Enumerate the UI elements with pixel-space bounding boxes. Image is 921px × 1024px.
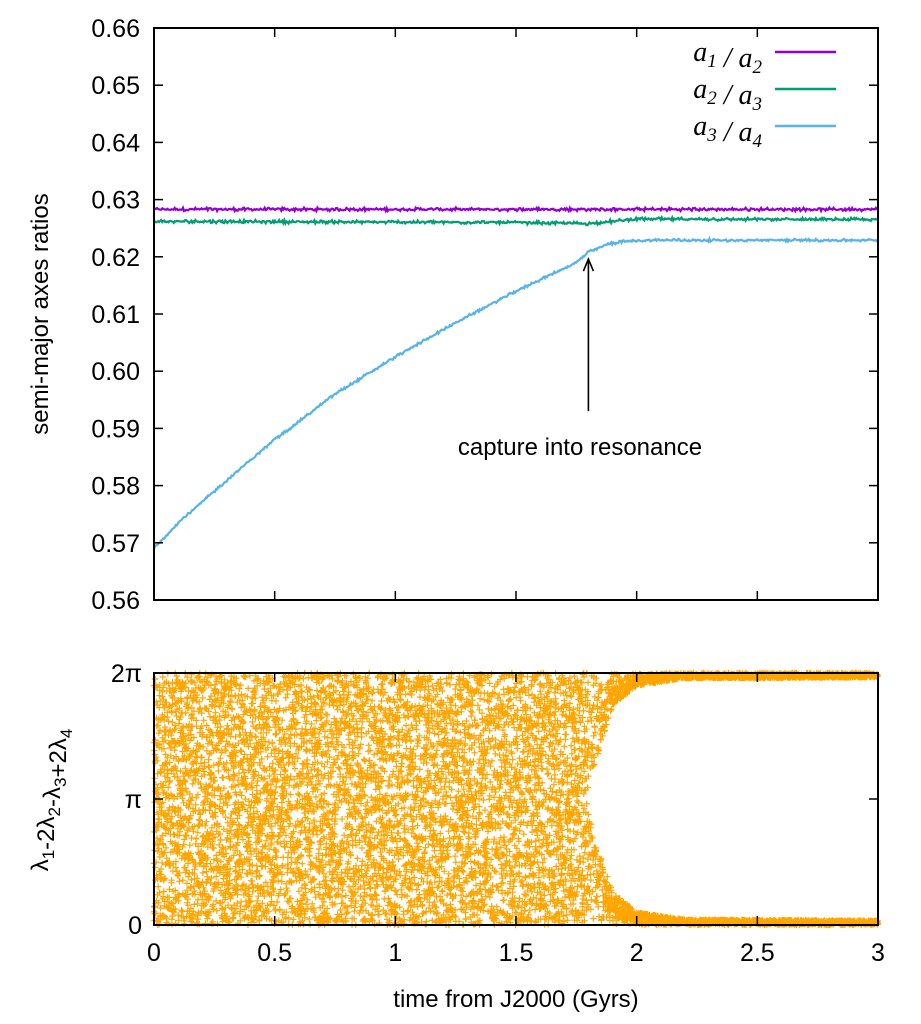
bottom-x-tick-label: 3 [871,939,885,967]
bottom-y-axis-label: λ1-2λ2-λ3+2λ4 [27,729,76,872]
top-plot-frame [153,27,879,601]
resonance-angle-points [150,669,882,929]
bottom-y-tick-label: 2π [111,660,142,688]
series-line-2 [153,214,879,227]
bottom-y-tick-label: 0 [128,912,142,940]
x-axis-label: time from J2000 (Gyrs) [393,986,638,1013]
top-y-tick-label: 0.62 [91,244,140,272]
annotation-arrow-head [582,257,595,272]
top-y-tick-label: 0.58 [91,473,140,501]
top-y-tick-label: 0.57 [91,530,140,558]
top-y-tick-label: 0.59 [91,415,140,443]
bottom-x-tick-label: 0.5 [257,939,292,967]
bottom-y-ticks: 0 π 2π [111,660,878,940]
top-y-axis-label: semi-major axes ratios [27,193,54,434]
legend-label-3: a3 / a4 [693,111,762,152]
ratio-series-group [153,204,879,550]
bottom-x-tick-label: 2 [630,939,644,967]
top-y-tick-label: 0.64 [91,129,140,157]
top-y-ticks: 0.56 0.57 0.58 0.59 0.60 0.61 0.62 0.63 0.64 0.65… [91,15,879,615]
top-y-tick-label: 0.56 [91,587,140,615]
series-line-1 [153,204,879,214]
bottom-x-tick-label: 1 [388,939,402,967]
bottom-y-tick-label: π [125,786,142,814]
series-line-3 [153,235,879,550]
legend-label-1: a1 / a2 [693,37,762,78]
bottom-x-ticks: 0 0.5 1 1.5 2 2.5 3 [147,673,885,967]
resonance-angle-panel: 0 π 2π 0 0.5 1 1.5 2 2.5 3 λ1-2λ2-λ3+2λ4 time fr… [27,660,885,1013]
angle-points [150,669,882,929]
bottom-x-tick-label: 2.5 [740,939,775,967]
annotation-text: capture into resonance [458,434,702,461]
capture-annotation: capture into resonance [458,257,702,461]
top-y-tick-label: 0.61 [91,301,140,329]
bottom-x-tick-label: 0 [147,939,161,967]
top-y-tick-label: 0.60 [91,358,140,386]
legend-label-2: a2 / a3 [693,74,762,115]
top-y-tick-label: 0.63 [91,187,140,215]
top-y-tick-label: 0.66 [91,15,140,43]
top-y-tick-label: 0.65 [91,72,140,100]
bottom-x-tick-label: 1.5 [499,939,534,967]
semi-major-ratio-panel: 0.56 0.57 0.58 0.59 0.60 0.61 0.62 0.63 0.64 0.65… [27,15,879,615]
